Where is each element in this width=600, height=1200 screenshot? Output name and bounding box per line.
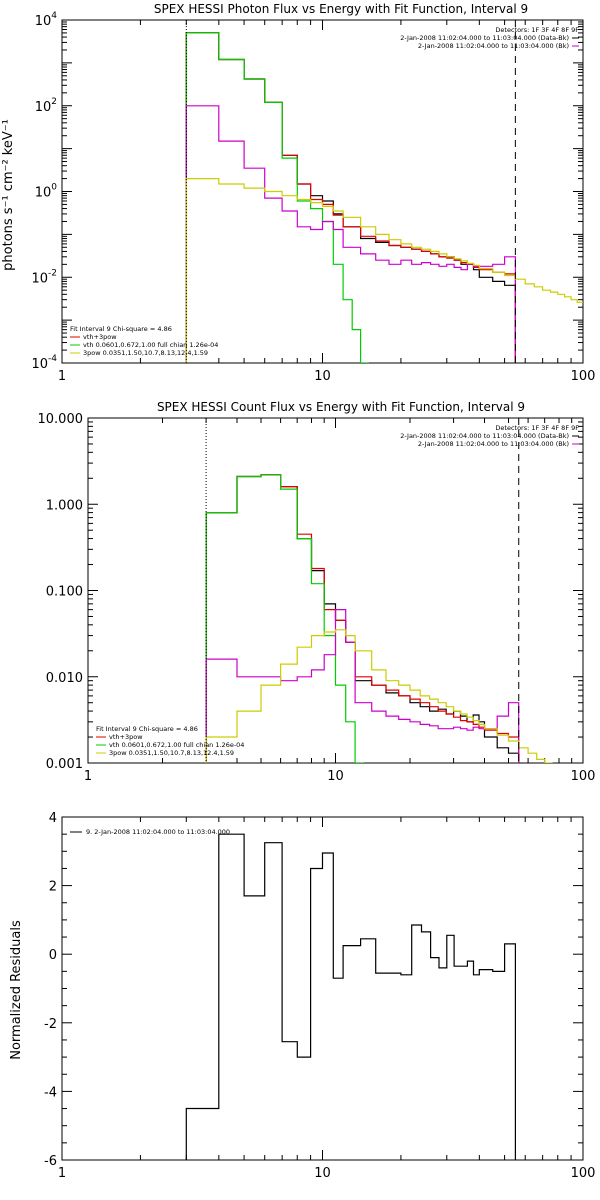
- legend-entry: 2-Jan-2008 11:02:04.000 to 11:03:04.000 …: [400, 432, 569, 440]
- y-tick-label: 1.000: [46, 498, 83, 513]
- series-line-2: [205, 474, 365, 763]
- legend-entry: 9. 2-Jan-2008 11:02:04.000 to 11:03:04.0…: [86, 828, 230, 836]
- series-line-0: [205, 474, 520, 763]
- y-tick-label: 104: [35, 11, 58, 29]
- legend-entry: 2-Jan-2008 11:02:04.000 to 11:03:04.000 …: [418, 42, 569, 50]
- y-tick-label: 0: [49, 948, 57, 963]
- series-group: [185, 32, 583, 363]
- legend-header: Detectors: 1F 3F 4F 8F 9F: [495, 26, 579, 34]
- y-tick-label: 0.100: [46, 585, 83, 600]
- y-tick-label: -2: [44, 1017, 57, 1032]
- count-flux-panel: SPEX HESSI Count Flux vs Energy with Fit…: [38, 400, 596, 784]
- fit-legend-entry: vth+3pow: [83, 333, 117, 341]
- photon-flux-ylabel: photons s⁻¹ cm⁻² keV⁻¹: [1, 119, 16, 271]
- fit-legend-header: Fit Interval 9 Chi-square = 4.86: [96, 725, 198, 733]
- fit-legend-header: Fit Interval 9 Chi-square = 4.86: [70, 325, 172, 333]
- legend-entry: 2-Jan-2008 11:02:04.000 to 11:03:04.000 …: [400, 34, 569, 42]
- residuals-ylabel: Normalized Residuals: [9, 920, 24, 1060]
- series-line-2: [185, 32, 369, 363]
- series-group: [185, 833, 516, 1160]
- series-line-3: [185, 105, 516, 363]
- series-line-1: [185, 32, 516, 363]
- fit-legend-entry: 3pow 0.0351,1.50,10.7,8.13,12.4,1.59: [109, 749, 234, 757]
- y-tick-label: 10-4: [31, 354, 57, 372]
- y-tick-label: 102: [35, 97, 57, 115]
- x-tick-label: 10: [327, 769, 344, 784]
- x-tick-label: 1: [58, 369, 66, 384]
- y-tick-label: -4: [44, 1085, 57, 1100]
- count-flux-plot: 1 10 100 10.000 1.000 0.100 0.010 0.001 Detector…: [38, 412, 596, 784]
- y-tick-label: 0.001: [46, 757, 83, 772]
- legend-entry: 2-Jan-2008 11:02:04.000 to 11:03:04.000 …: [418, 440, 569, 448]
- x-tick-label: 100: [571, 369, 596, 384]
- x-tick-label: 100: [571, 1166, 596, 1181]
- y-tick-label: 10.000: [38, 412, 84, 427]
- residuals-plot: 1 10 100 4 2 0 -2 -4 -6 9. 2-Jan-2008 11:02:04.00…: [44, 811, 595, 1181]
- count-flux-title: SPEX HESSI Count Flux vs Energy with Fit…: [157, 400, 525, 414]
- series-line-1: [205, 474, 520, 763]
- fit-legend-entry: vth 0.0601,0.672,1.00 full chian 1.26e-0…: [109, 741, 244, 749]
- series-line-4: [185, 178, 583, 363]
- y-tick-label: 100: [35, 183, 58, 201]
- fit-legend-entry: vth+3pow: [109, 733, 143, 741]
- plot-frame: [61, 19, 584, 364]
- series-group: [205, 474, 553, 763]
- series-line-4: [205, 629, 553, 763]
- photon-flux-plot: 1 10 100 104 102 100 10-2 10-4 Detectors: 1F 3F …: [31, 11, 595, 384]
- x-tick-label: 1: [84, 769, 92, 784]
- series-line-0: [185, 833, 516, 1160]
- y-tick-label: 2: [49, 880, 57, 895]
- y-tick-label: -6: [44, 1154, 57, 1169]
- photon-flux-panel: SPEX HESSI Photon Flux vs Energy with Fi…: [1, 2, 595, 384]
- photon-flux-title: SPEX HESSI Photon Flux vs Energy with Fi…: [154, 2, 528, 16]
- fit-legend-entry: 3pow 0.0351,1.50,10.7,8.13,12.4,1.59: [83, 349, 208, 357]
- y-tick-label: 10-2: [31, 268, 57, 286]
- residuals-panel: Normalized Residuals 1 10 100 4 2 0 -2 -4 -6 9. 2…: [9, 811, 595, 1181]
- series-line-0: [185, 32, 516, 363]
- legend-header: Detectors: 1F 3F 4F 8F 9F: [495, 424, 579, 432]
- x-tick-label: 10: [314, 369, 331, 384]
- y-tick-label: 0.010: [46, 671, 83, 686]
- y-tick-label: 4: [49, 811, 57, 826]
- x-tick-label: 100: [571, 769, 596, 784]
- x-tick-label: 10: [314, 1166, 331, 1181]
- x-tick-label: 1: [58, 1166, 66, 1181]
- fit-legend-entry: vth 0.0601,0.672,1.00 full chian 1.26e-0…: [83, 341, 218, 349]
- series-line-3: [205, 609, 520, 763]
